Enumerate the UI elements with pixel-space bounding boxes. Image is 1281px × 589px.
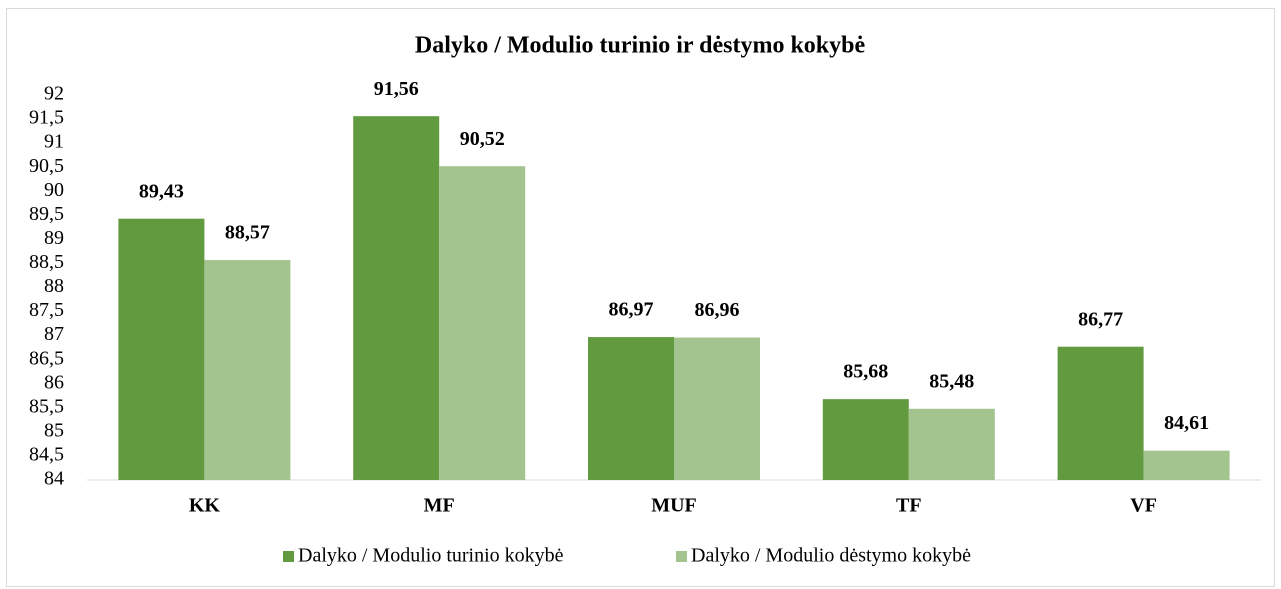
chart-title: Dalyko / Modulio turinio ir dėstymo koky… bbox=[415, 33, 866, 59]
bar bbox=[1143, 450, 1230, 480]
bar bbox=[822, 399, 909, 480]
y-tick-label: 92 bbox=[44, 83, 64, 105]
legend-label: Dalyko / Modulio dėstymo kokybė bbox=[691, 545, 971, 567]
data-label: 85,48 bbox=[929, 370, 974, 392]
y-tick-label: 85,5 bbox=[29, 395, 64, 417]
y-tick-label: 87 bbox=[44, 323, 64, 345]
y-tick-label: 91 bbox=[44, 131, 64, 153]
legend-swatch bbox=[283, 551, 294, 562]
y-tick-label: 89 bbox=[44, 227, 64, 249]
data-label: 86,77 bbox=[1078, 308, 1123, 330]
y-tick-label: 91,5 bbox=[29, 107, 64, 129]
y-tick-label: 84 bbox=[44, 468, 64, 490]
legend-label: Dalyko / Modulio turinio kokybė bbox=[298, 545, 564, 567]
data-label: 85,68 bbox=[843, 361, 888, 383]
bar bbox=[908, 408, 995, 480]
bar bbox=[118, 218, 205, 480]
x-tick-label: VF bbox=[1130, 495, 1157, 517]
x-tick-label: KK bbox=[189, 495, 221, 517]
y-tick-label: 85 bbox=[44, 419, 64, 441]
y-tick-label: 90,5 bbox=[29, 155, 64, 177]
bar bbox=[674, 337, 760, 480]
x-tick-label: MUF bbox=[651, 495, 697, 517]
bar bbox=[1057, 346, 1144, 480]
legend-swatch bbox=[676, 551, 687, 562]
data-label: 86,97 bbox=[609, 299, 654, 321]
y-tick-label: 86 bbox=[44, 371, 64, 393]
data-label: 91,56 bbox=[374, 78, 419, 100]
y-tick-label: 90 bbox=[44, 179, 64, 201]
y-tick-label: 88 bbox=[44, 275, 64, 297]
data-label: 86,96 bbox=[695, 299, 740, 321]
y-tick-label: 86,5 bbox=[29, 347, 64, 369]
x-tick-label: TF bbox=[896, 495, 922, 517]
data-label: 90,52 bbox=[460, 128, 505, 150]
bar bbox=[353, 116, 440, 481]
data-label: 89,43 bbox=[139, 180, 184, 202]
x-tick-label: MF bbox=[424, 495, 455, 517]
bar bbox=[439, 166, 526, 480]
y-tick-label: 88,5 bbox=[29, 251, 64, 273]
y-tick-label: 89,5 bbox=[29, 203, 64, 225]
bar bbox=[588, 337, 674, 480]
data-label: 84,61 bbox=[1164, 412, 1209, 434]
data-label: 88,57 bbox=[225, 222, 270, 244]
y-tick-label: 84,5 bbox=[29, 444, 64, 466]
bar bbox=[204, 260, 291, 480]
y-tick-label: 87,5 bbox=[29, 299, 64, 321]
